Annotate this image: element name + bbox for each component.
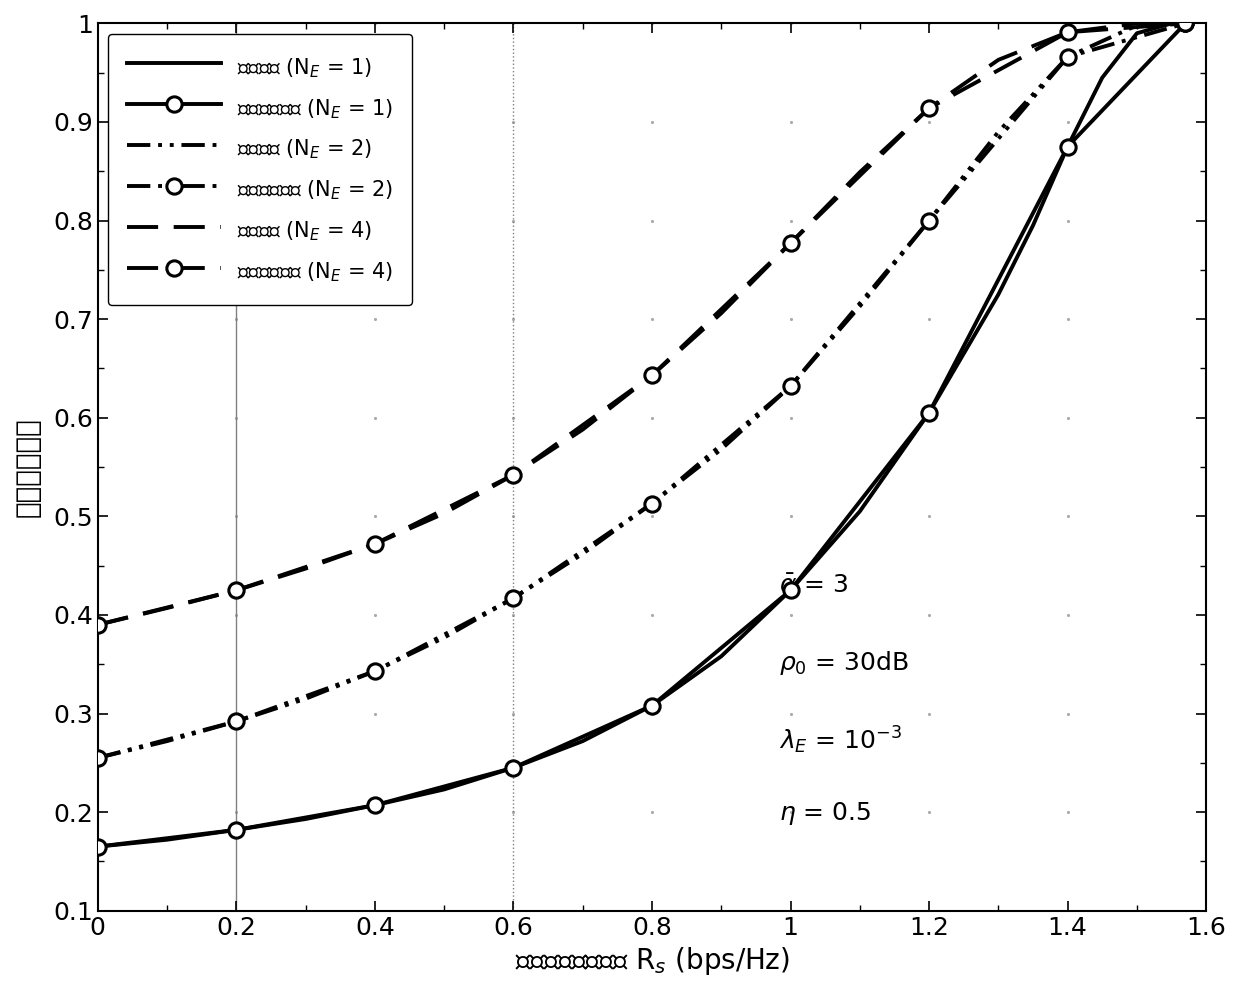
X-axis label: 私密信息编码速率 R$_s$ (bps/Hz): 私密信息编码速率 R$_s$ (bps/Hz) (515, 945, 790, 977)
Text: $\eta$ = 0.5: $\eta$ = 0.5 (780, 800, 872, 826)
Text: $\bar{\alpha}$ = 3: $\bar{\alpha}$ = 3 (780, 574, 848, 598)
Legend: 理论结果 (N$_E$ = 1), 蒙特卡罗价真 (N$_E$ = 1), 理论结果 (N$_E$ = 2), 蒙特卡罗价真 (N$_E$ = 2), 理论结果: 理论结果 (N$_E$ = 1), 蒙特卡罗价真 (N$_E$ = 1), 理论… (108, 34, 412, 305)
Y-axis label: 安全中断概率: 安全中断概率 (14, 417, 42, 517)
Text: $\lambda_E$ = 10$^{-3}$: $\lambda_E$ = 10$^{-3}$ (780, 724, 903, 756)
Text: $\rho_0$ = 30dB: $\rho_0$ = 30dB (780, 649, 909, 677)
